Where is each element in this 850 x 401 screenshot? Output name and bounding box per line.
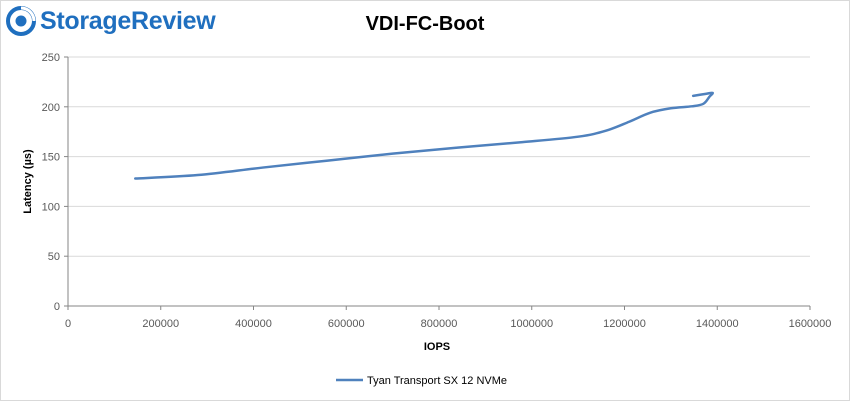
x-tick-label: 1200000 <box>603 318 646 330</box>
y-tick-label: 50 <box>48 251 60 263</box>
y-tick-label: 100 <box>42 201 60 213</box>
y-tick-label: 0 <box>54 301 60 313</box>
x-tick-label: 0 <box>65 318 71 330</box>
y-tick-label: 250 <box>42 52 60 64</box>
x-tick-label: 400000 <box>235 318 272 330</box>
y-tick-label: 150 <box>42 152 60 164</box>
x-tick-label: 1400000 <box>696 318 739 330</box>
series-line-0 <box>133 91 714 180</box>
x-tick-label: 1600000 <box>789 318 832 330</box>
x-axis-title: IOPS <box>424 341 450 353</box>
y-tick-label: 200 <box>42 102 60 114</box>
brand-name: StorageReview <box>40 6 216 35</box>
x-tick-label: 600000 <box>328 318 365 330</box>
legend-label-0: Tyan Transport SX 12 NVMe <box>367 375 507 387</box>
y-axis-title: Latency (µs) <box>22 149 34 214</box>
brand-logo: StorageReview <box>6 4 216 38</box>
x-tick-label: 800000 <box>421 318 458 330</box>
storagereview-logo-icon <box>6 6 36 36</box>
x-tick-label: 1000000 <box>510 318 553 330</box>
x-tick-label: 200000 <box>142 318 179 330</box>
chart-title: VDI-FC-Boot <box>365 13 485 35</box>
